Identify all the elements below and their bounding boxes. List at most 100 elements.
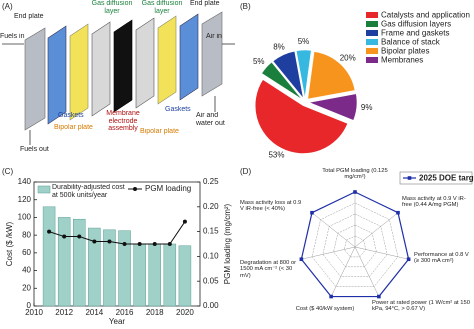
x-axis-label: Year [109, 317, 126, 326]
pie-slice [272, 50, 304, 99]
line-point [92, 239, 97, 244]
radar-point [353, 190, 357, 194]
diagram-label-box: Gaskets [165, 106, 191, 113]
grid-ring [311, 202, 399, 287]
axis-label-box: Mass activity loss at 0.9 V iR-free (< 4… [240, 200, 302, 213]
axis-label-box: Mass activity at 0.9 V iR-free (0.44 A/m… [402, 196, 466, 208]
diagram-label-box: Membrane electrode assembly [106, 110, 139, 132]
y-tick-label: 80 [22, 230, 31, 239]
pie-slice [307, 93, 358, 121]
y2-tick-label: 0.15 [203, 227, 219, 236]
y-tick-label: 60 [22, 248, 31, 257]
y2-tick-label: 0.25 [203, 177, 219, 186]
diagram-label: Gas diffusion layer [91, 0, 133, 15]
diagram-label-box: Air in [206, 33, 222, 40]
y2-axis-label: PGM loading (mg/cm²) [223, 203, 232, 284]
axis-label: Performance at 0.8 V (≥ 300 mA cm²) [414, 252, 469, 265]
axis-label: Mass activity loss at 0.9 V iR-free (< 4… [240, 200, 302, 213]
y-tick-label: 120 [18, 195, 32, 204]
diagram-label: Air and water out [196, 112, 225, 127]
x-tick-label: 2010 [25, 308, 43, 317]
bar [57, 217, 71, 307]
value-label: 9% [361, 103, 373, 112]
radar-point [396, 210, 400, 215]
bar [88, 227, 101, 307]
spoke [354, 212, 399, 248]
bar [178, 245, 192, 307]
line-point [62, 234, 67, 239]
radar-point [377, 294, 381, 299]
legend-swatch [366, 30, 378, 36]
line-point [77, 234, 82, 239]
axis-label: Cost ($ 40/kW system) [295, 306, 355, 312]
panel-label: (A) [2, 2, 13, 11]
diagram-label-box: End plate [14, 13, 44, 20]
legend-label: Durability-adjusted cost at 500k units/y… [52, 184, 125, 199]
bar [133, 243, 146, 307]
diagram-label: End plate [190, 0, 220, 7]
bar [163, 243, 177, 307]
diagram-label: Bipolar plate [54, 124, 93, 131]
diagram-label-box: Fuels out [20, 146, 49, 153]
panel-label: (C) [2, 167, 13, 176]
stack-diagram [2, 11, 235, 145]
diagram-label-box: Bipolar plate [54, 124, 93, 131]
axis-label-box: Performance at 0.8 V (≥ 300 mA cm²) [414, 252, 469, 265]
legend-swatch [366, 57, 378, 63]
line-point [122, 242, 127, 246]
y-tick-label: 0 [27, 301, 32, 310]
legend-box [399, 171, 473, 185]
spoke [311, 212, 356, 248]
axis-label-box: Power at rated power (1 W/cm² at 150 kPa… [372, 300, 470, 313]
bar [103, 229, 116, 307]
diagram-label: Air in [206, 33, 222, 40]
diagram-label: Fuels in [0, 33, 25, 40]
y-tick-label: 100 [18, 213, 32, 222]
value-label: 5% [298, 37, 310, 46]
line-point [182, 219, 187, 224]
diagram-label-box: Air and water out [196, 112, 225, 127]
axis-label: Degradation at 800 or 1500 mA cm⁻² (< 30… [240, 260, 297, 279]
line-point [137, 242, 142, 246]
diagram-label: End plate [14, 13, 44, 20]
diagram-label: Gaskets [165, 106, 191, 113]
spoke [330, 246, 356, 297]
grid-ring [322, 213, 388, 277]
grid-ring [333, 224, 377, 268]
x-tick-label: 2020 [176, 308, 194, 317]
radar-line [300, 191, 410, 298]
pie-slice [307, 51, 356, 100]
diagram-label: Gaskets [58, 112, 84, 119]
value-label: 20% [340, 54, 356, 63]
y2-tick-label: 0.00 [203, 301, 219, 310]
spoke [354, 246, 409, 260]
bar [148, 243, 161, 307]
legend-swatch [37, 185, 51, 194]
legend-swatch [366, 48, 378, 54]
legend-swatch [366, 21, 378, 27]
diagram-label-box: Bipolar plate [140, 128, 179, 135]
pie-slice [295, 49, 312, 99]
legend-label: Bipolar plates [381, 47, 429, 56]
line-point [167, 242, 172, 246]
y-axis-label: Cost ($ /kW) [5, 221, 14, 266]
pie-slice [261, 61, 303, 100]
y-tick-label: 20 [22, 283, 31, 292]
line-point [107, 239, 112, 244]
legend-label: 2025 DOE target [419, 174, 474, 183]
x-tick-label: 2012 [55, 308, 73, 317]
x-tick-label: 2014 [85, 308, 103, 317]
legend-marker [133, 187, 137, 191]
legend-label: Membranes [381, 56, 423, 65]
axis-label-box: Cost ($ 40/kW system) [295, 306, 355, 312]
grid-ring [344, 235, 366, 258]
axis-label-box: Degradation at 800 or 1500 mA cm⁻² (< 30… [240, 260, 297, 279]
diagram-label-box: Gas diffusion layer [141, 0, 183, 15]
value-label: 53% [268, 150, 284, 159]
axis-label: Power at rated power (1 W/cm² at 150 kPa… [372, 300, 470, 313]
value-label: 5% [253, 57, 265, 66]
diagram-label: Fuels out [20, 146, 49, 153]
diagram-label: Gas diffusion layer [141, 0, 183, 15]
legend-swatch [366, 39, 378, 45]
